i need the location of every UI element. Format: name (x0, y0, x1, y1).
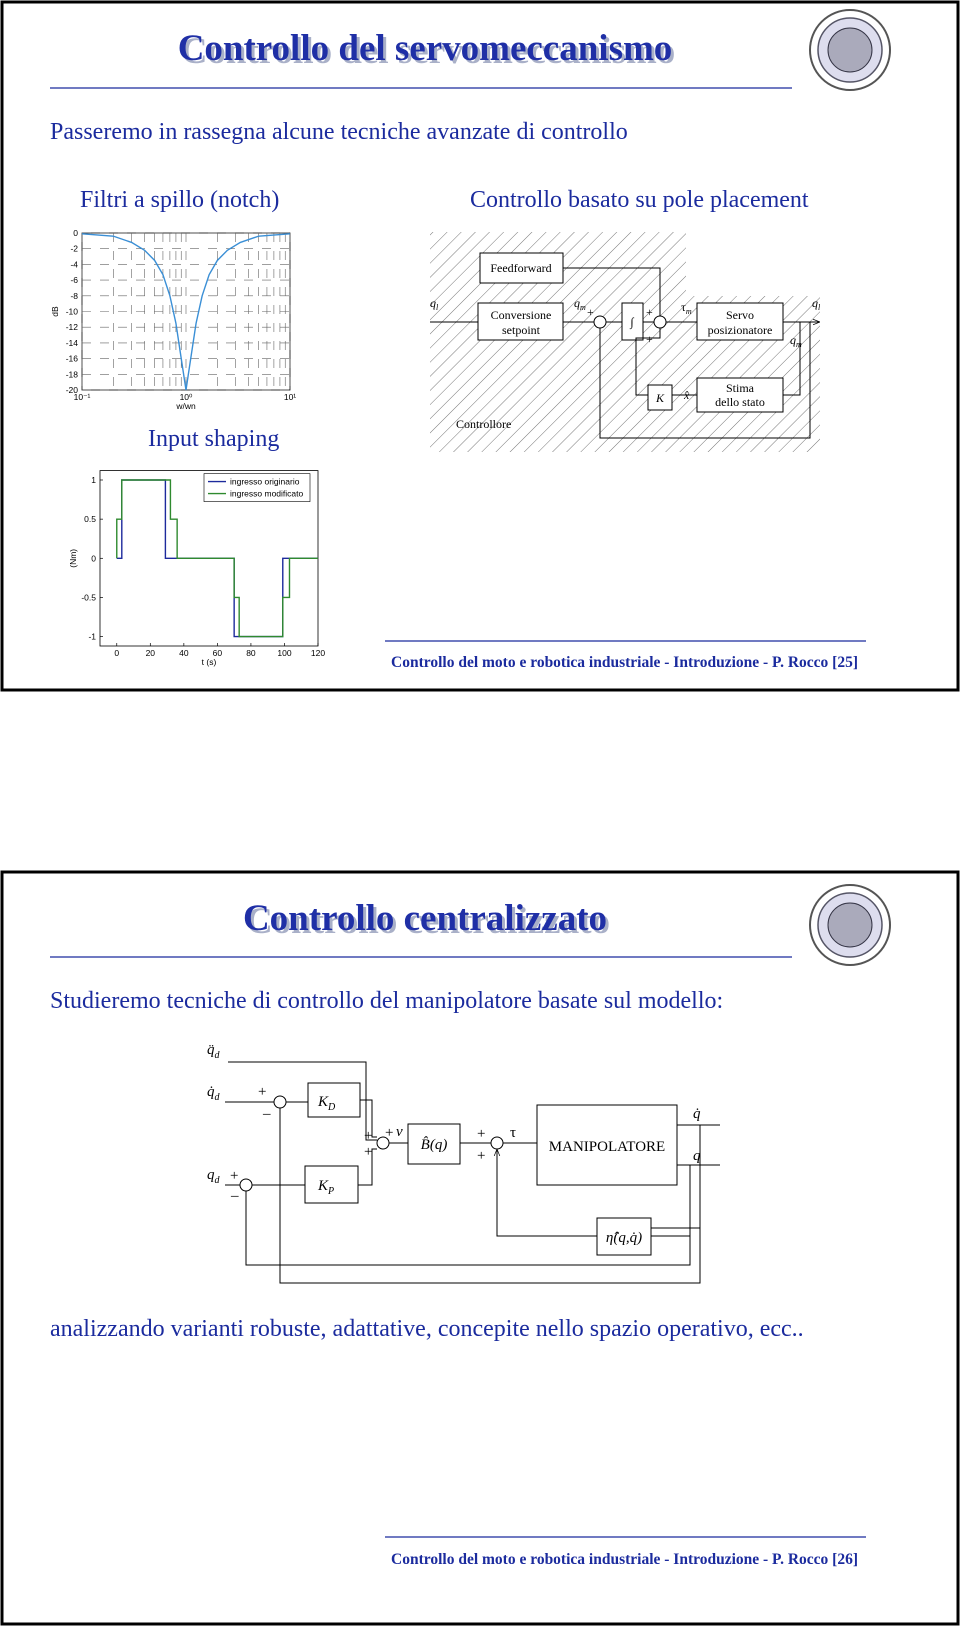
sign: – (262, 1106, 271, 1122)
sign: + (477, 1126, 485, 1142)
y-axis-label: (Nm) (68, 549, 78, 568)
heading: Filtri a spillo (notch) (80, 187, 279, 213)
block-diagram: Feedforward Conversione setpoint ∫ Servo… (430, 232, 821, 452)
signal-label: ql (430, 296, 439, 312)
footer: Controllo del moto e robotica industrial… (391, 654, 858, 671)
sign: + (646, 332, 653, 346)
x-axis-label: t (s) (202, 657, 217, 667)
x-axis-label: w/wn (175, 401, 196, 411)
slide-title: Controllo centralizzato (243, 898, 607, 939)
series-line (81, 233, 291, 391)
y-tick-label: -0.5 (81, 592, 96, 602)
outro: analizzando varianti robuste, adattative… (50, 1316, 804, 1342)
x-tick-label: 20 (146, 648, 156, 658)
sign: + (587, 305, 594, 319)
heading: Input shaping (148, 426, 279, 452)
sign: + (364, 1144, 372, 1160)
y-tick-label: 0.5 (84, 514, 96, 524)
block-label: Feedforward (490, 261, 551, 275)
signal-label: qm (790, 333, 802, 349)
y-tick-label: -8 (70, 291, 78, 301)
block-label: MANIPOLATORE (549, 1139, 665, 1155)
x-tick-label: 40 (179, 648, 189, 658)
signal-label: ql (812, 296, 821, 312)
block-label: K (655, 391, 665, 405)
signal-label: q̇d (207, 1084, 221, 1103)
y-tick-label: -10 (66, 307, 79, 317)
slide-frame (0, 870, 960, 1626)
legend-label: ingresso originario (230, 477, 300, 487)
sign: + (230, 1168, 238, 1184)
slide-1: Controllo del servomeccanismo Passeremo … (0, 0, 960, 692)
block-label: Controllore (456, 417, 511, 431)
intro: Studieremo tecniche di controllo del man… (50, 988, 723, 1014)
signal-label: x̂ (683, 388, 690, 402)
sign: + (646, 305, 653, 319)
sign: – (230, 1188, 239, 1204)
block-label: KD (317, 1094, 336, 1113)
block-label: η̂(q,q̇) (606, 1230, 642, 1246)
y-tick-label: -16 (66, 354, 79, 364)
block-label: posizionatore (708, 323, 773, 337)
x-tick-label: 120 (311, 648, 325, 658)
y-tick-label: -12 (66, 322, 79, 332)
x-tick-label: 60 (213, 648, 223, 658)
chart: -1 -0.5 0 0.5 1 0 20 40 60 80 100 120 t (s) (Nm) ingre… (68, 470, 325, 667)
series-line (116, 479, 318, 638)
y-tick-label: -1 (88, 632, 96, 642)
x-tick-label: 80 (246, 648, 256, 658)
y-tick-label: -20 (66, 385, 79, 395)
sign: + (364, 1128, 372, 1144)
block-label: dello stato (715, 395, 765, 409)
legend-label: ingresso modificato (230, 489, 304, 499)
signal-label: τ (510, 1125, 516, 1141)
heading: Controllo basato su pole placement (470, 187, 809, 213)
block-diagram: q̈d q̇d qd KD KP v B̂(q) τ MANIPOLATORE … (207, 1042, 720, 1284)
y-tick-label: -2 (70, 244, 78, 254)
y-tick-label: 0 (91, 553, 96, 563)
y-tick-label: -6 (70, 275, 78, 285)
signal-label: qm (574, 296, 586, 312)
y-axis-label: dB (50, 306, 60, 317)
slide-title: Controllo del servomeccanismo (178, 28, 673, 69)
sign: + (477, 1148, 485, 1164)
logo (809, 884, 891, 966)
signal-label: v (396, 1124, 403, 1140)
y-tick-label: -14 (66, 338, 79, 348)
block-label: B̂(q) (421, 1137, 448, 1153)
y-tick-label: 0 (73, 228, 78, 238)
y-tick-label: -18 (66, 369, 79, 379)
x-tick-label: 100 (277, 648, 291, 658)
sign: + (385, 1125, 393, 1141)
block-label: Stima (726, 381, 755, 395)
legend-box (203, 473, 311, 502)
y-tick-label: -4 (70, 259, 78, 269)
block-label: Servo (726, 308, 754, 322)
y-tick-label: 1 (91, 475, 96, 485)
legend: ingresso originario ingresso modificato (203, 473, 311, 502)
signal-label: q̈d (207, 1042, 221, 1061)
x-tick-label: 0 (114, 648, 119, 658)
block-label: setpoint (502, 323, 541, 337)
x-tick-label: 10⁻¹ (74, 392, 91, 402)
signal-label: q̇ (693, 1106, 701, 1122)
signal-label: q (693, 1148, 701, 1164)
intro: Passeremo in rassegna alcune tecniche av… (50, 119, 628, 145)
slide-2: Controllo centralizzato Studieremo tecni… (0, 870, 960, 1626)
signal-label: qd (207, 1167, 221, 1186)
block-label: ∫ (629, 315, 634, 329)
footer: Controllo del moto e robotica industrial… (391, 1551, 858, 1568)
logo (809, 9, 891, 91)
x-tick-label: 10⁰ (180, 392, 193, 402)
signal-label: τm (681, 300, 692, 316)
slide-frame (0, 0, 960, 692)
block-label: Conversione (491, 308, 552, 322)
x-tick-label: 10¹ (284, 392, 296, 402)
block-label: KP (317, 1178, 334, 1197)
sign: + (258, 1084, 266, 1100)
